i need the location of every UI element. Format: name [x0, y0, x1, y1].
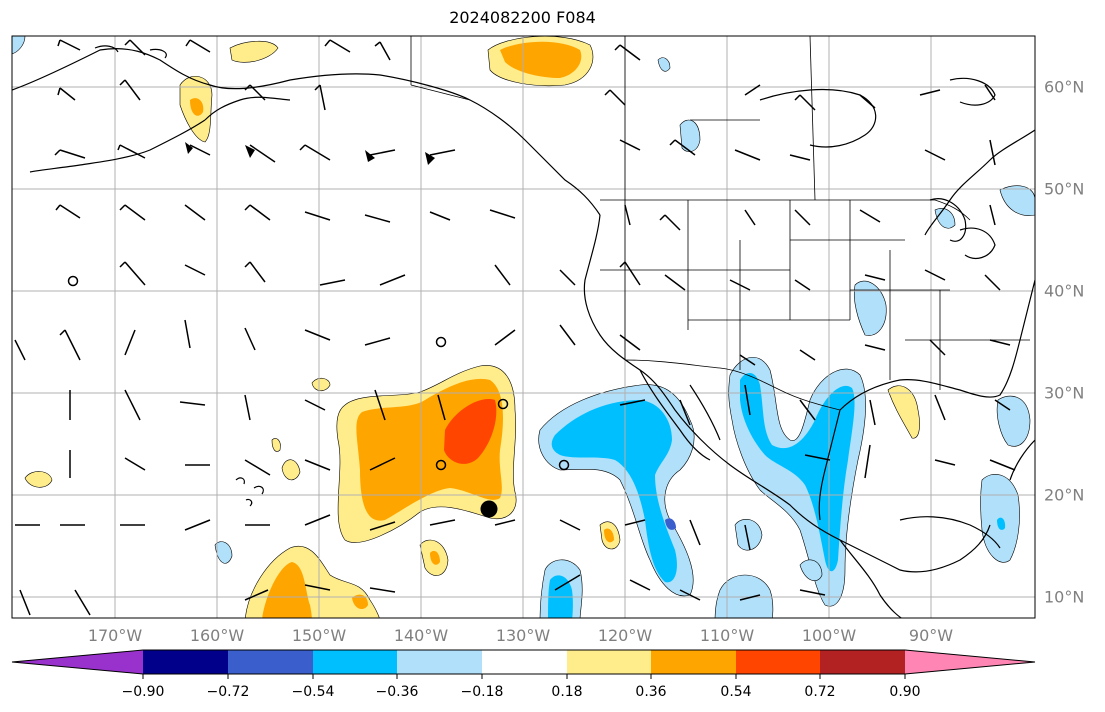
colorbar-tick-label: 0.54 — [720, 684, 752, 700]
negative-anomaly-area — [799, 559, 823, 582]
positive-anomaly-area — [430, 550, 440, 565]
latitude-label: 10°N — [1044, 587, 1085, 607]
filled-circle-marker — [480, 500, 498, 518]
positive-anomaly-area — [352, 594, 368, 610]
coastlines — [12, 45, 1035, 618]
positive-anomaly-area — [281, 459, 301, 481]
colorbar-segment — [820, 650, 905, 674]
positive-anomaly-area — [444, 399, 497, 464]
colorbar-tick-label: 0.90 — [889, 684, 921, 700]
latitude-label: 60°N — [1044, 77, 1085, 97]
positive-anomaly-area — [262, 562, 312, 618]
positive-anomaly-area — [271, 438, 281, 452]
wind-barbs — [14, 39, 1016, 616]
borders — [410, 36, 1030, 411]
negative-anomaly-area — [999, 185, 1035, 216]
colorbar-segment — [228, 650, 313, 674]
map-title: 2024082200 F084 — [449, 8, 596, 27]
colorbar-tick-label: −0.54 — [291, 684, 335, 700]
longitude-label: 100°W — [801, 626, 857, 645]
negative-anomaly-area — [657, 57, 671, 72]
colorbar-segment — [736, 650, 820, 674]
positive-anomaly-area — [604, 528, 614, 543]
markers — [67, 275, 570, 518]
negative-anomaly-area — [853, 280, 887, 336]
positive-anomaly-area — [887, 385, 920, 439]
negative-anomaly-area — [214, 541, 233, 564]
wind-barb-flags — [185, 142, 435, 165]
negative-anomaly-area — [740, 373, 855, 572]
latitude-label: 50°N — [1044, 179, 1085, 199]
open-circle-marker — [497, 398, 509, 410]
colorbar-tick-label: 0.36 — [635, 684, 667, 700]
open-circle-marker — [67, 275, 79, 287]
negative-anomaly-area — [934, 208, 956, 229]
positive-anomaly-area — [500, 41, 582, 78]
colorbar-segment — [313, 650, 397, 674]
longitude-label: 140°W — [393, 626, 449, 645]
negative-anomaly-area — [996, 395, 1031, 447]
open-circle-marker — [558, 459, 570, 471]
latitude-label: 30°N — [1044, 383, 1085, 403]
gridlines — [12, 36, 1035, 618]
open-circle-marker — [435, 336, 447, 348]
colorbar-tick-label: −0.72 — [206, 684, 250, 700]
longitude-label: 170°W — [87, 626, 143, 645]
longitude-label: 160°W — [189, 626, 245, 645]
colorbar-segment — [143, 650, 228, 674]
negative-anomaly-area — [551, 400, 677, 583]
colorbar-segment-over — [905, 650, 1035, 674]
positive-anomaly-area — [190, 98, 204, 116]
positive-anomaly-area — [311, 377, 331, 392]
negative-anomaly-area — [734, 518, 763, 551]
longitude-label: 110°W — [699, 626, 755, 645]
longitude-label: 150°W — [291, 626, 347, 645]
colorbar-tick-label: −0.18 — [460, 684, 504, 700]
colorbar-segment-under — [12, 650, 143, 674]
latitude-label: 40°N — [1044, 281, 1085, 301]
colorbar-tick-label: −0.36 — [375, 684, 419, 700]
longitude-label: 120°W — [597, 626, 653, 645]
latitude-label: 20°N — [1044, 485, 1085, 505]
colorbar — [11, 649, 1036, 679]
colorbar-segment — [651, 650, 736, 674]
map-frame — [11, 35, 1036, 619]
positive-anomaly-area — [229, 40, 279, 63]
colorbar-tick-label: −0.90 — [121, 684, 165, 700]
negative-anomaly-area — [12, 36, 26, 55]
colorbar-segment — [397, 650, 482, 674]
colorbar-segment — [482, 650, 567, 674]
colorbar-tick-label: 0.18 — [551, 684, 583, 700]
colorbar-segment — [567, 650, 651, 674]
negative-anomaly-area — [665, 518, 676, 530]
positive-anomaly-area — [24, 471, 53, 488]
longitude-label: 90°W — [908, 626, 954, 645]
longitude-label: 130°W — [495, 626, 551, 645]
colorbar-tick-label: 0.72 — [804, 684, 836, 700]
negative-anomaly-area — [679, 119, 701, 153]
open-circle-marker — [435, 459, 447, 471]
negative-anomaly-area — [997, 517, 1006, 530]
